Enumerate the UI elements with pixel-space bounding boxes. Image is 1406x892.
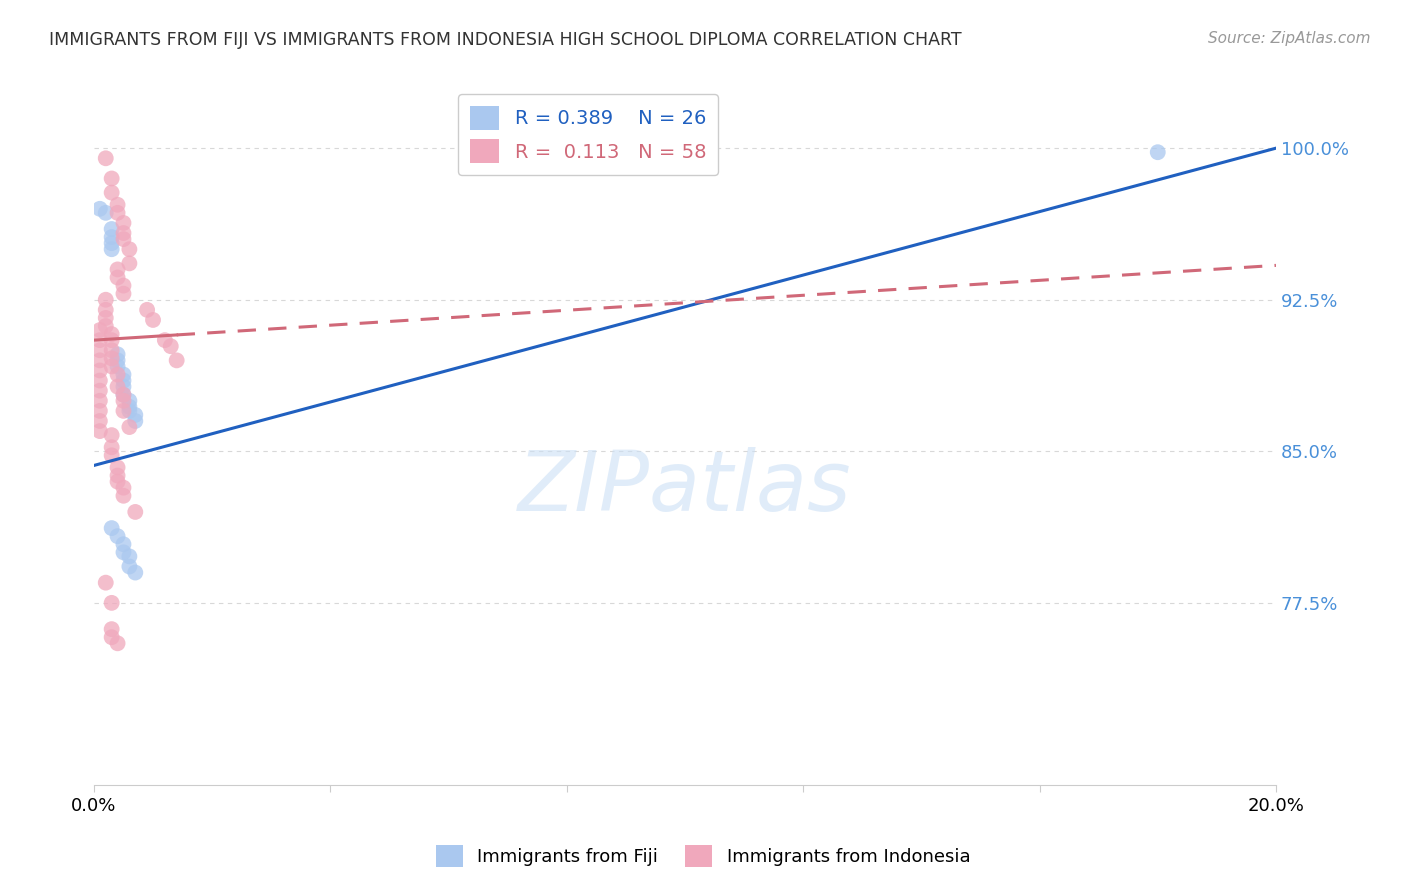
Point xyxy=(107,368,129,382)
Point xyxy=(107,359,129,374)
Point xyxy=(112,404,135,418)
Point xyxy=(112,388,135,402)
Point xyxy=(112,278,135,293)
Point xyxy=(107,198,129,212)
Point xyxy=(112,232,135,246)
Point xyxy=(89,414,111,428)
Point xyxy=(166,353,188,368)
Point xyxy=(89,353,111,368)
Point xyxy=(89,363,111,377)
Point xyxy=(94,318,117,333)
Point xyxy=(107,206,129,220)
Point xyxy=(100,596,122,610)
Point xyxy=(124,505,146,519)
Point xyxy=(100,222,122,236)
Point xyxy=(112,481,135,495)
Text: ZIPatlas: ZIPatlas xyxy=(519,447,852,528)
Point xyxy=(100,236,122,251)
Point xyxy=(94,206,117,220)
Point xyxy=(100,630,122,644)
Point xyxy=(118,242,141,256)
Point xyxy=(100,230,122,244)
Point xyxy=(112,545,135,559)
Point xyxy=(100,343,122,358)
Point xyxy=(107,475,129,489)
Point xyxy=(112,489,135,503)
Point xyxy=(107,529,129,543)
Point xyxy=(107,353,129,368)
Text: IMMIGRANTS FROM FIJI VS IMMIGRANTS FROM INDONESIA HIGH SCHOOL DIPLOMA CORRELATIO: IMMIGRANTS FROM FIJI VS IMMIGRANTS FROM … xyxy=(49,31,962,49)
Point xyxy=(118,404,141,418)
Point xyxy=(118,393,141,408)
Point xyxy=(107,468,129,483)
Point xyxy=(112,379,135,393)
Legend: Immigrants from Fiji, Immigrants from Indonesia: Immigrants from Fiji, Immigrants from In… xyxy=(429,838,977,874)
Point xyxy=(89,384,111,398)
Point xyxy=(112,374,135,388)
Point xyxy=(100,440,122,454)
Point xyxy=(94,310,117,325)
Point xyxy=(112,393,135,408)
Point xyxy=(100,521,122,535)
Point xyxy=(118,559,141,574)
Point xyxy=(142,313,165,327)
Point xyxy=(100,186,122,200)
Point xyxy=(89,393,111,408)
Point xyxy=(153,333,176,347)
Point xyxy=(118,400,141,414)
Point xyxy=(112,226,135,240)
Point xyxy=(107,636,129,650)
Point xyxy=(1146,145,1168,160)
Point xyxy=(100,327,122,342)
Point xyxy=(112,286,135,301)
Point xyxy=(136,302,159,317)
Point xyxy=(124,408,146,422)
Point xyxy=(100,171,122,186)
Point xyxy=(107,347,129,361)
Point xyxy=(118,420,141,434)
Point xyxy=(107,460,129,475)
Point xyxy=(89,333,111,347)
Point xyxy=(94,575,117,590)
Legend: R = 0.389    N = 26, R =  0.113   N = 58: R = 0.389 N = 26, R = 0.113 N = 58 xyxy=(458,95,718,175)
Point xyxy=(112,537,135,551)
Point xyxy=(94,151,117,165)
Point xyxy=(100,359,122,374)
Point xyxy=(100,351,122,366)
Point xyxy=(107,270,129,285)
Point xyxy=(112,368,135,382)
Point xyxy=(107,379,129,393)
Point xyxy=(89,202,111,216)
Point xyxy=(118,256,141,270)
Point xyxy=(94,302,117,317)
Point xyxy=(159,339,181,353)
Point xyxy=(100,242,122,256)
Point xyxy=(89,404,111,418)
Text: Source: ZipAtlas.com: Source: ZipAtlas.com xyxy=(1208,31,1371,46)
Point xyxy=(89,424,111,438)
Point xyxy=(100,333,122,347)
Point xyxy=(124,566,146,580)
Point xyxy=(100,428,122,442)
Point xyxy=(94,293,117,307)
Point xyxy=(124,414,146,428)
Point xyxy=(100,622,122,636)
Point xyxy=(112,216,135,230)
Point xyxy=(89,323,111,337)
Point xyxy=(118,549,141,564)
Point xyxy=(100,448,122,462)
Point xyxy=(89,374,111,388)
Point xyxy=(112,388,135,402)
Point xyxy=(107,262,129,277)
Point xyxy=(89,343,111,358)
